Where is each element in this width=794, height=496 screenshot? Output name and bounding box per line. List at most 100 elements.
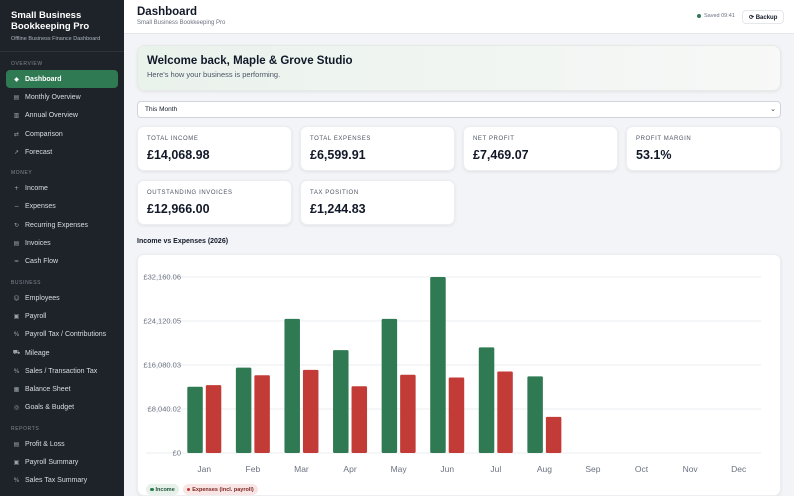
expense-bar [302, 369, 319, 453]
sidebar-item-payroll-summary[interactable]: ▣ Payroll Summary [6, 453, 118, 471]
kpi-label: NET PROFIT [473, 136, 515, 142]
nav-icon: ◎ [13, 404, 20, 412]
brand: Small Business Bookkeeping Pro Offline B… [0, 0, 124, 52]
nav-icon: ⇄ [13, 130, 20, 138]
x-tick-label: Jul [490, 464, 501, 474]
x-tick-label: Feb [246, 464, 261, 474]
income-bar [478, 347, 495, 453]
sidebar-item-label: Profit & Loss [25, 440, 65, 448]
sidebar-item-mileage[interactable]: ⛟ Mileage [6, 344, 118, 362]
y-tick-label: £24,120.05 [143, 317, 181, 326]
sidebar-section-title: BUSINESS [11, 279, 42, 286]
expense-bar [351, 386, 368, 453]
y-tick-label: £0 [173, 449, 181, 458]
nav-icon: % [13, 331, 20, 339]
income-bar [187, 386, 203, 453]
legend-income[interactable]: Income [146, 484, 179, 495]
legend-label: Income [155, 486, 175, 493]
sidebar-item-comparison[interactable]: ⇄ Comparison [6, 125, 118, 143]
x-tick-label: Dec [731, 464, 747, 474]
sidebar-item-annual-overview[interactable]: ▥ Annual Overview [6, 107, 118, 125]
income-bar [430, 277, 446, 453]
kpi-value: £1,244.83 [310, 202, 366, 216]
sidebar-item-cash-flow[interactable]: ≈ Cash Flow [6, 253, 118, 271]
x-tick-label: Nov [683, 464, 699, 474]
kpi-value: £12,966.00 [147, 202, 210, 216]
welcome-banner: Welcome back, Maple & Grove Studio Here'… [137, 45, 781, 91]
expense-bar [497, 371, 513, 453]
sidebar-item-label: Employees [25, 294, 60, 302]
sidebar-item-label: Annual Overview [25, 112, 78, 120]
legend-label: Expenses (incl. payroll) [192, 486, 254, 493]
sidebar-item-payroll-tax-contributions[interactable]: % Payroll Tax / Contributions [6, 326, 118, 344]
income-expenses-chart: £0 £8,040.02 £16,080.03 £24,120.05 £32,160.0… [143, 273, 761, 474]
chart-card: £0 £8,040.02 £16,080.03 £24,120.05 £32,160.0… [137, 254, 781, 496]
period-select[interactable]: This Month ⌄ [137, 101, 781, 118]
sidebar-item-label: Forecast [25, 148, 53, 156]
x-tick-label: Aug [537, 464, 552, 474]
x-tick-label: Apr [343, 464, 356, 474]
y-tick-label: £16,080.03 [143, 361, 181, 370]
sidebar-item-dashboard[interactable]: ◆ Dashboard [6, 70, 118, 89]
sidebar-item-label: Payroll [25, 312, 47, 320]
sidebar-item-expenses[interactable]: − Expenses [6, 198, 118, 216]
nav-icon: ▣ [13, 458, 20, 466]
page-subtitle: Small Business Bookkeeping Pro [137, 20, 226, 26]
sidebar-item-monthly-overview[interactable]: ▤ Monthly Overview [6, 88, 118, 106]
sidebar-item-balance-sheet[interactable]: ▦ Balance Sheet [6, 380, 118, 398]
sidebar-item-sales-tax-summary[interactable]: % Sales Tax Summary [6, 472, 118, 490]
sidebar-item-label: Balance Sheet [25, 386, 71, 394]
x-tick-label: May [391, 464, 408, 474]
kpi-value: £14,068.98 [147, 148, 210, 162]
nav-icon: − [13, 203, 20, 211]
nav-icon: ▤ [13, 440, 20, 448]
sidebar-section-title: REPORTS [11, 426, 40, 433]
sidebar-item-employees[interactable]: ☺ Employees [6, 289, 118, 307]
x-tick-label: Jan [197, 464, 211, 474]
income-bar [284, 318, 300, 453]
sidebar-item-invoices[interactable]: ▤ Invoices [6, 234, 118, 252]
x-tick-label: Jun [440, 464, 454, 474]
expense-bar [448, 377, 465, 453]
chart-title: Income vs Expenses (2026) [137, 238, 229, 245]
kpi-value: £6,599.91 [310, 148, 366, 162]
kpi-label: TOTAL INCOME [147, 136, 199, 142]
sidebar-item-label: Recurring Expenses [25, 221, 89, 229]
kpi-label: TOTAL EXPENSES [310, 136, 371, 142]
nav-icon: ≈ [13, 258, 20, 266]
save-status-text: Saved 09:41 [704, 13, 735, 19]
nav-icon: ☺ [13, 294, 20, 302]
sidebar-item-profit-loss[interactable]: ▤ Profit & Loss [6, 435, 118, 453]
sidebar-item-payroll[interactable]: ▣ Payroll [6, 307, 118, 325]
sidebar-item-label: Monthly Overview [25, 93, 81, 101]
sidebar-item-recurring-expenses[interactable]: ↻ Recurring Expenses [6, 216, 118, 234]
y-tick-label: £8,040.02 [148, 405, 181, 414]
kpi-tax-position: TAX POSITION £1,244.83 [300, 180, 455, 225]
period-select-value: This Month [145, 106, 178, 113]
y-tick-label: £32,160.06 [143, 273, 181, 282]
income-bar [235, 367, 252, 453]
nav-icon: % [13, 477, 20, 485]
sidebar-item-label: Payroll Summary [25, 458, 79, 466]
sidebar-item-goals-budget[interactable]: ◎ Goals & Budget [6, 399, 118, 417]
backup-button[interactable]: ⟳ Backup [742, 10, 785, 24]
legend-dot-icon [150, 487, 154, 492]
sidebar-item-label: Cash Flow [25, 258, 59, 266]
sidebar-item-label: Dashboard [25, 75, 62, 83]
sidebar-item-sales-transaction-tax[interactable]: % Sales / Transaction Tax [6, 362, 118, 380]
sidebar-item-label: Mileage [25, 349, 50, 357]
nav-icon: ▤ [13, 240, 20, 248]
x-tick-label: Sep [585, 464, 600, 474]
save-status: Saved 09:41 [697, 13, 735, 19]
legend-expenses[interactable]: Expenses (incl. payroll) [182, 484, 258, 495]
topbar: Dashboard Small Business Bookkeeping Pro… [124, 0, 794, 34]
sidebar-item-forecast[interactable]: ↗ Forecast [6, 143, 118, 161]
sidebar-item-mileage-report[interactable]: ⛟Mileage Report [6, 490, 118, 496]
sidebar-item-income[interactable]: + Income [6, 179, 118, 197]
sidebar-item-label: Sales / Transaction Tax [25, 367, 98, 375]
sidebar-item-label: Income [25, 185, 48, 193]
kpi-profit-margin: PROFIT MARGIN 53.1% [626, 126, 781, 171]
sidebar-item-label: Payroll Tax / Contributions [25, 331, 107, 339]
nav-icon: ↗ [13, 148, 20, 156]
nav-icon: ◆ [14, 75, 19, 83]
